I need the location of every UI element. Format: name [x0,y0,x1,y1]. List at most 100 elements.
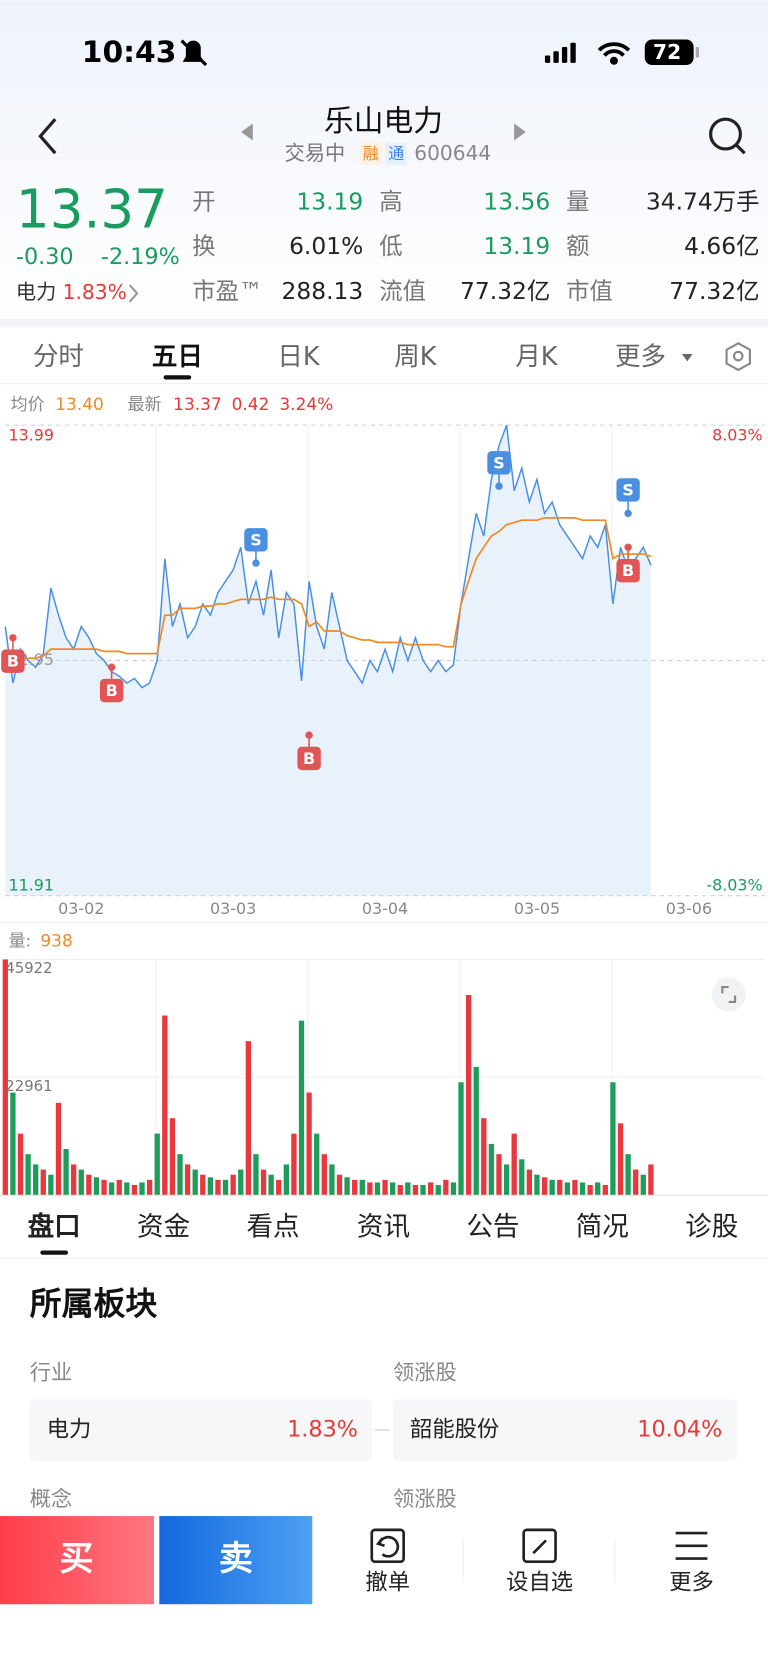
volume-bar [63,1149,69,1196]
prev-stock[interactable] [241,123,253,141]
volume-bar [519,1159,525,1196]
volume-bar [435,1184,441,1196]
more-icon[interactable] [675,1531,708,1560]
stat-label: 流值 [379,277,426,305]
stat-label: 高 [379,188,402,216]
volume-bar [633,1169,639,1196]
section-tab[interactable]: 看点 [246,1212,299,1243]
volume-bar [397,1184,403,1196]
section-tab[interactable]: 盘口 [28,1212,81,1243]
expand-button[interactable] [711,977,746,1012]
volume-bar [40,1169,46,1196]
volume-bar [93,1177,100,1196]
chart-tab[interactable]: 分时 [33,342,84,372]
volume-bar [146,1179,153,1196]
volume-bar [488,1143,495,1196]
buy-button[interactable] [0,1516,155,1605]
change: -0.30 [16,244,74,270]
volume-bar [131,1184,138,1196]
x-tick-label: 03-05 [514,899,560,918]
section-tab[interactable]: 诊股 [685,1212,738,1243]
volume-bar [405,1182,411,1196]
trade-status: 交易中 [285,141,346,165]
cancel-icon[interactable] [370,1528,405,1564]
volume-bar [503,1164,510,1196]
trade-marker [616,558,640,583]
volume-bar [291,1133,297,1196]
chart-tab[interactable]: 日K [277,342,320,372]
stat-value: 13.56 [483,188,550,216]
volume-bar [617,1123,624,1196]
stat-label: 换 [192,232,215,260]
volume-bar [207,1177,214,1196]
industry-card[interactable] [29,1399,372,1461]
sell-label: 卖 [219,1539,253,1579]
chart-tab[interactable]: 更多 [615,342,666,372]
settings-icon[interactable] [725,342,752,372]
volume-bar [534,1174,540,1196]
volume-bar [268,1174,274,1196]
volume-bar [465,994,472,1196]
trade-marker-dot [624,543,632,552]
mute-icon [180,39,208,67]
sell-button[interactable] [159,1516,313,1605]
volume-bar [101,1179,107,1196]
field-label: 概念 [30,1487,72,1512]
section-tab[interactable]: 简况 [576,1212,629,1243]
volume-bar [329,1164,335,1196]
volume-bar [352,1179,358,1196]
trade-marker [99,678,124,703]
volume-bar [314,1133,320,1196]
volume-bar [481,1118,487,1196]
leader-pct: 10.04% [637,1417,722,1443]
field-label: 领涨股 [393,1361,457,1386]
volume-bar [78,1169,84,1196]
battery-tip [695,46,699,58]
x-tick-label: 03-03 [210,899,256,918]
volume-bar [222,1179,229,1196]
sector-pct: 1.83% [63,280,127,304]
trade-marker [1,649,25,673]
chart-tab[interactable]: 五日 [152,342,203,372]
volume-bar [245,1041,252,1196]
volume-bar [549,1179,555,1196]
volume-bar [648,1164,654,1196]
field-label: 领涨股 [393,1487,457,1512]
next-stock[interactable] [514,123,526,141]
volume-bar [17,1133,24,1196]
legend-value: 13.37 [173,395,222,415]
tab-indicator [163,375,192,380]
buy-label: 买 [59,1539,93,1579]
trade-marker [616,478,640,502]
trade-marker [297,746,321,771]
trade-marker-label: B [622,561,634,580]
section-title: 所属板块 [30,1285,158,1323]
volume-bar [359,1179,365,1196]
volume-bar [511,1133,517,1196]
section-tab[interactable]: 资金 [137,1212,190,1243]
volume-bar [557,1179,563,1196]
chart-tab[interactable]: 周K [394,342,437,372]
volume-bar [169,1118,176,1196]
stock-name: 乐山电力 [324,104,443,139]
volume-bar [564,1182,570,1196]
volume-bar [55,1102,62,1196]
volume-bar [473,1066,479,1196]
stock-code: 600644 [414,141,491,165]
chart-tab[interactable]: 月K [515,342,558,372]
volume-bar [162,1015,168,1196]
action-label: 撤单 [365,1569,410,1595]
search-button[interactable] [709,117,746,155]
watchlist-icon[interactable] [522,1528,557,1564]
section-tab[interactable]: 公告 [466,1212,519,1243]
volume-bar [336,1174,343,1196]
signal-icon [544,42,576,63]
trade-marker-dot [9,634,17,642]
trade-marker-dot [495,482,503,490]
volume-bar [595,1182,601,1196]
leader-card[interactable] [393,1399,738,1461]
back-button[interactable] [38,118,57,155]
y-tick-label: 22961 [5,1077,52,1095]
volume-bar [2,959,8,1196]
section-tab[interactable]: 资讯 [357,1212,410,1243]
